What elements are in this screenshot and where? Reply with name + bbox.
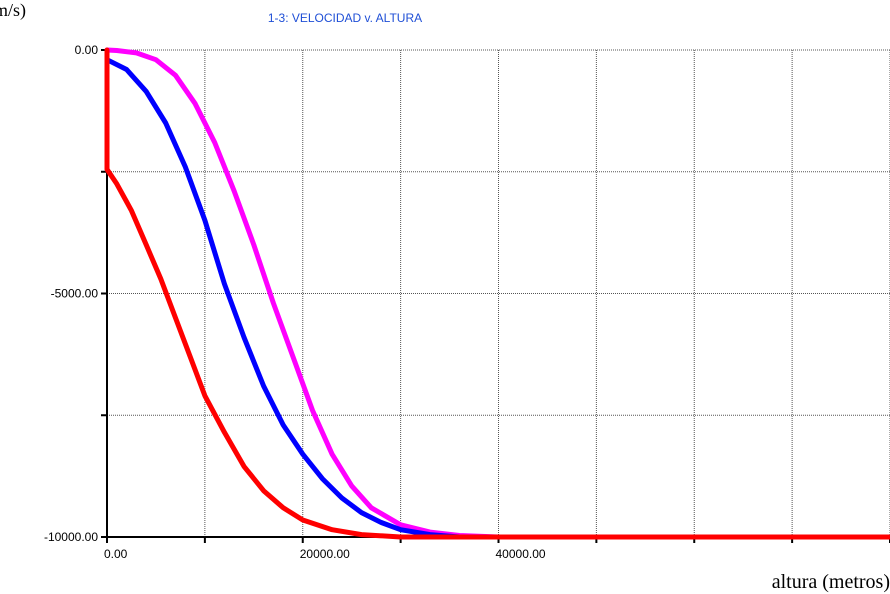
y-tick-label: -10000.00	[44, 530, 98, 544]
axes	[101, 48, 890, 543]
x-axis-label: altura (metros)	[772, 571, 890, 593]
series-line-3	[104, 47, 890, 540]
chart-title: 1-3: VELOCIDAD v. ALTURA	[268, 11, 422, 25]
y-tick-label: -5000.00	[51, 287, 99, 301]
x-tick-label: 20000.00	[300, 547, 350, 561]
y-axis-label: m/s)	[0, 0, 26, 21]
series-line-2	[104, 57, 890, 540]
y-tick-label: 0.00	[75, 43, 99, 57]
x-tick-label: 0.00	[104, 547, 128, 561]
series-line-1	[104, 47, 890, 540]
tick-labels: 0.00 -5000.00 -10000.00 0.00 20000.00 40000.0…	[44, 43, 546, 561]
gridlines	[107, 49, 890, 537]
series-lines	[104, 47, 890, 540]
x-tick-label: 40000.00	[496, 547, 546, 561]
